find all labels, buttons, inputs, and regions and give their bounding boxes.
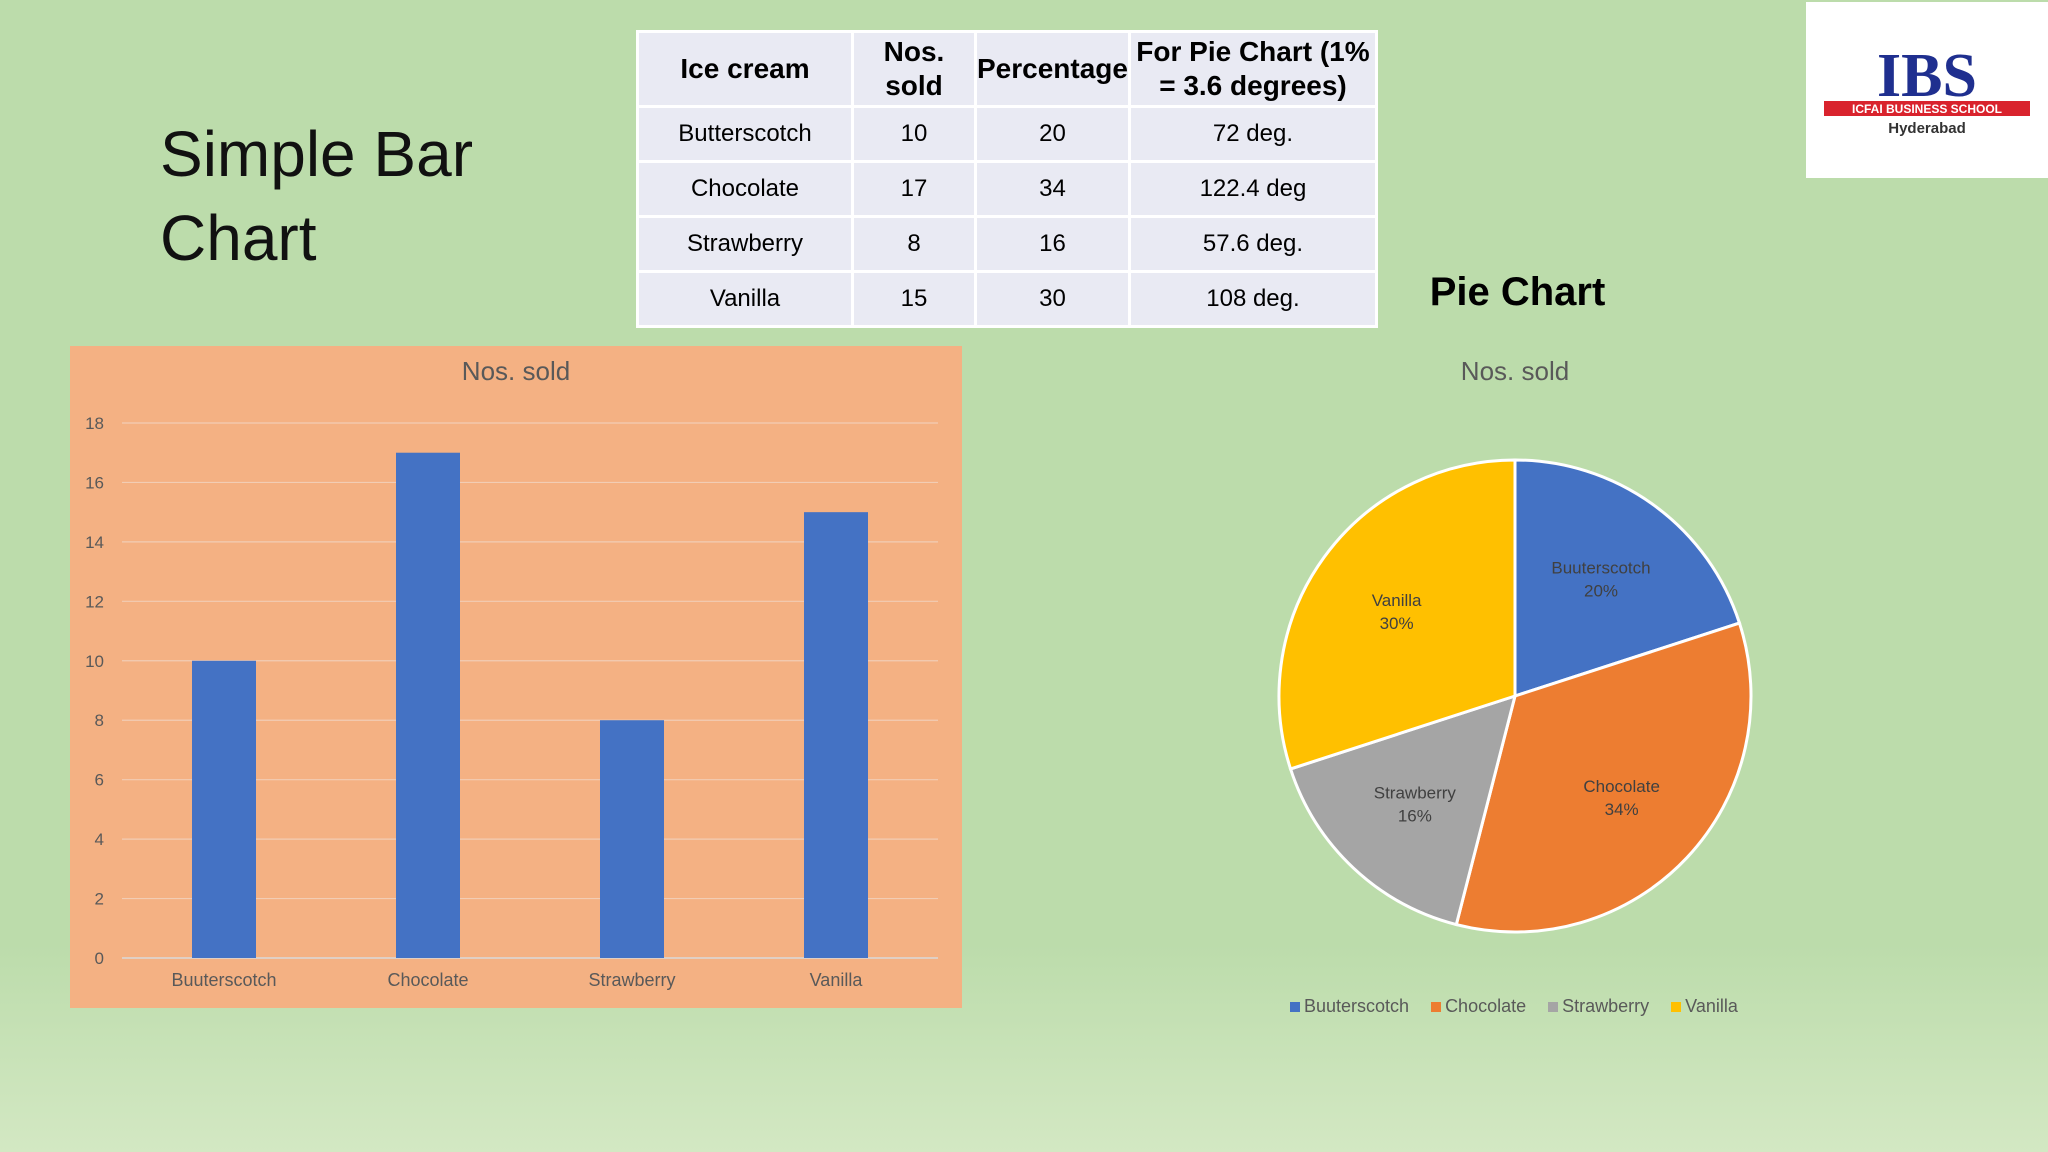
pie-slice <box>1513 458 1742 699</box>
bar <box>600 720 664 958</box>
table-cell: 16 <box>974 215 1131 273</box>
pie-slice-percent-label: 34% <box>1605 800 1639 819</box>
x-category-label: Chocolate <box>387 970 468 990</box>
pie-slice <box>1454 621 1753 934</box>
table-cell: 15 <box>851 270 977 328</box>
legend-item: Chocolate <box>1431 996 1526 1017</box>
pie-chart: Nos. sold Buuterscotch 20% Chocolate 34% Stra… <box>1277 356 1753 934</box>
table-cell: 34 <box>974 160 1131 218</box>
legend-swatch <box>1548 1001 1559 1012</box>
legend-label: Buuterscotch <box>1304 996 1410 1016</box>
ibs-logo: IBS ICFAI BUSINESS SCHOOL Hyderabad <box>1806 2 2048 178</box>
table-row: Butterscotch 10 20 72 deg. <box>636 105 1378 163</box>
table-row: Chocolate 17 34 122.4 deg <box>636 160 1378 218</box>
pie-slice-name-label: Strawberry <box>1374 784 1457 803</box>
table-cell: Butterscotch <box>636 105 854 163</box>
table-cell: 122.4 deg <box>1127 160 1378 218</box>
table-header-cell: Nos. sold <box>851 30 977 108</box>
bar-chart: Nos. sold 0 2 4 6 8 10 12 14 16 18 Buuterscotch Choc… <box>85 356 938 990</box>
table-row: Strawberry 8 16 57.6 deg. <box>636 215 1378 273</box>
table-cell: 20 <box>974 105 1131 163</box>
table-cell: 8 <box>851 215 977 273</box>
x-category-label: Vanilla <box>810 970 864 990</box>
y-tick-label: 2 <box>95 890 104 909</box>
legend-item: Vanilla <box>1671 996 1738 1017</box>
pie-slice <box>1277 458 1517 771</box>
table-cell: 30 <box>974 270 1131 328</box>
table-header-cell: Percentage <box>974 30 1131 108</box>
legend-item: Buuterscotch <box>1290 996 1409 1017</box>
pie-slice-name-label: Chocolate <box>1583 777 1660 796</box>
pie-slice-name-label: Vanilla <box>1372 591 1422 610</box>
pie-slice <box>1288 693 1518 927</box>
table-cell: 10 <box>851 105 977 163</box>
pie-slice-percent-label: 30% <box>1380 614 1414 633</box>
table-cell: 57.6 deg. <box>1127 215 1378 273</box>
x-category-label: Buuterscotch <box>171 970 276 990</box>
table-header-cell: For Pie Chart (1% = 3.6 degrees) <box>1127 30 1378 108</box>
x-category-label: Strawberry <box>588 970 675 990</box>
legend-swatch <box>1671 1001 1682 1012</box>
bar <box>396 452 460 958</box>
logo-red-band <box>1824 101 2030 116</box>
ibs-logo-graphic: IBS ICFAI BUSINESS SCHOOL Hyderabad <box>1824 42 2030 137</box>
logo-name: IBS <box>1877 42 1977 110</box>
y-tick-label: 16 <box>85 473 104 492</box>
pie-slice-percent-label: 20% <box>1584 582 1618 601</box>
table-cell: Vanilla <box>636 270 854 328</box>
legend-item: Strawberry <box>1548 996 1649 1017</box>
legend-label: Strawberry <box>1562 996 1650 1016</box>
slide-title: Simple Bar Chart <box>160 118 473 274</box>
table-cell: 17 <box>851 160 977 218</box>
pie-slice-percent-label: 16% <box>1398 807 1432 826</box>
table-cell: Strawberry <box>636 215 854 273</box>
y-tick-label: 6 <box>95 771 104 790</box>
legend-label: Vanilla <box>1685 996 1738 1016</box>
y-tick-label: 18 <box>85 414 104 433</box>
bar <box>804 512 868 958</box>
y-tick-label: 12 <box>85 592 104 611</box>
pie-chart-heading: Pie Chart <box>1429 270 1606 314</box>
bar-chart-title: Nos. sold <box>462 356 570 386</box>
table-cell: Chocolate <box>636 160 854 218</box>
legend-swatch <box>1290 1001 1300 1012</box>
y-tick-label: 14 <box>85 533 104 552</box>
ice-cream-table: Ice cream Nos. sold Percentage For Pie C… <box>636 30 1378 328</box>
table-cell: 108 deg. <box>1127 270 1378 328</box>
bar-chart-panel: Nos. sold 0 2 4 6 8 10 12 14 16 18 Buuterscotch Choc… <box>70 346 962 1008</box>
y-tick-label: 8 <box>95 711 104 730</box>
pie-chart-title: Nos. sold <box>1461 356 1569 386</box>
y-tick-label: 0 <box>95 949 104 968</box>
legend-swatch <box>1431 1001 1442 1012</box>
table-cell: 72 deg. <box>1127 105 1378 163</box>
y-tick-label: 4 <box>95 830 104 849</box>
logo-line2: Hyderabad <box>1888 120 1966 137</box>
table-row: Vanilla 15 30 108 deg. <box>636 270 1378 328</box>
pie-slice-name-label: Buuterscotch <box>1551 559 1650 578</box>
legend-label: Chocolate <box>1445 996 1527 1016</box>
table-header-row: Ice cream Nos. sold Percentage For Pie C… <box>636 30 1378 108</box>
table-header-cell: Ice cream <box>636 30 854 108</box>
pie-legend: Buuterscotch Chocolate Strawberry Vanilla <box>1290 996 1738 1017</box>
logo-line1: ICFAI BUSINESS SCHOOL <box>1852 102 2002 116</box>
y-tick-label: 10 <box>85 652 104 671</box>
bar <box>192 660 256 958</box>
